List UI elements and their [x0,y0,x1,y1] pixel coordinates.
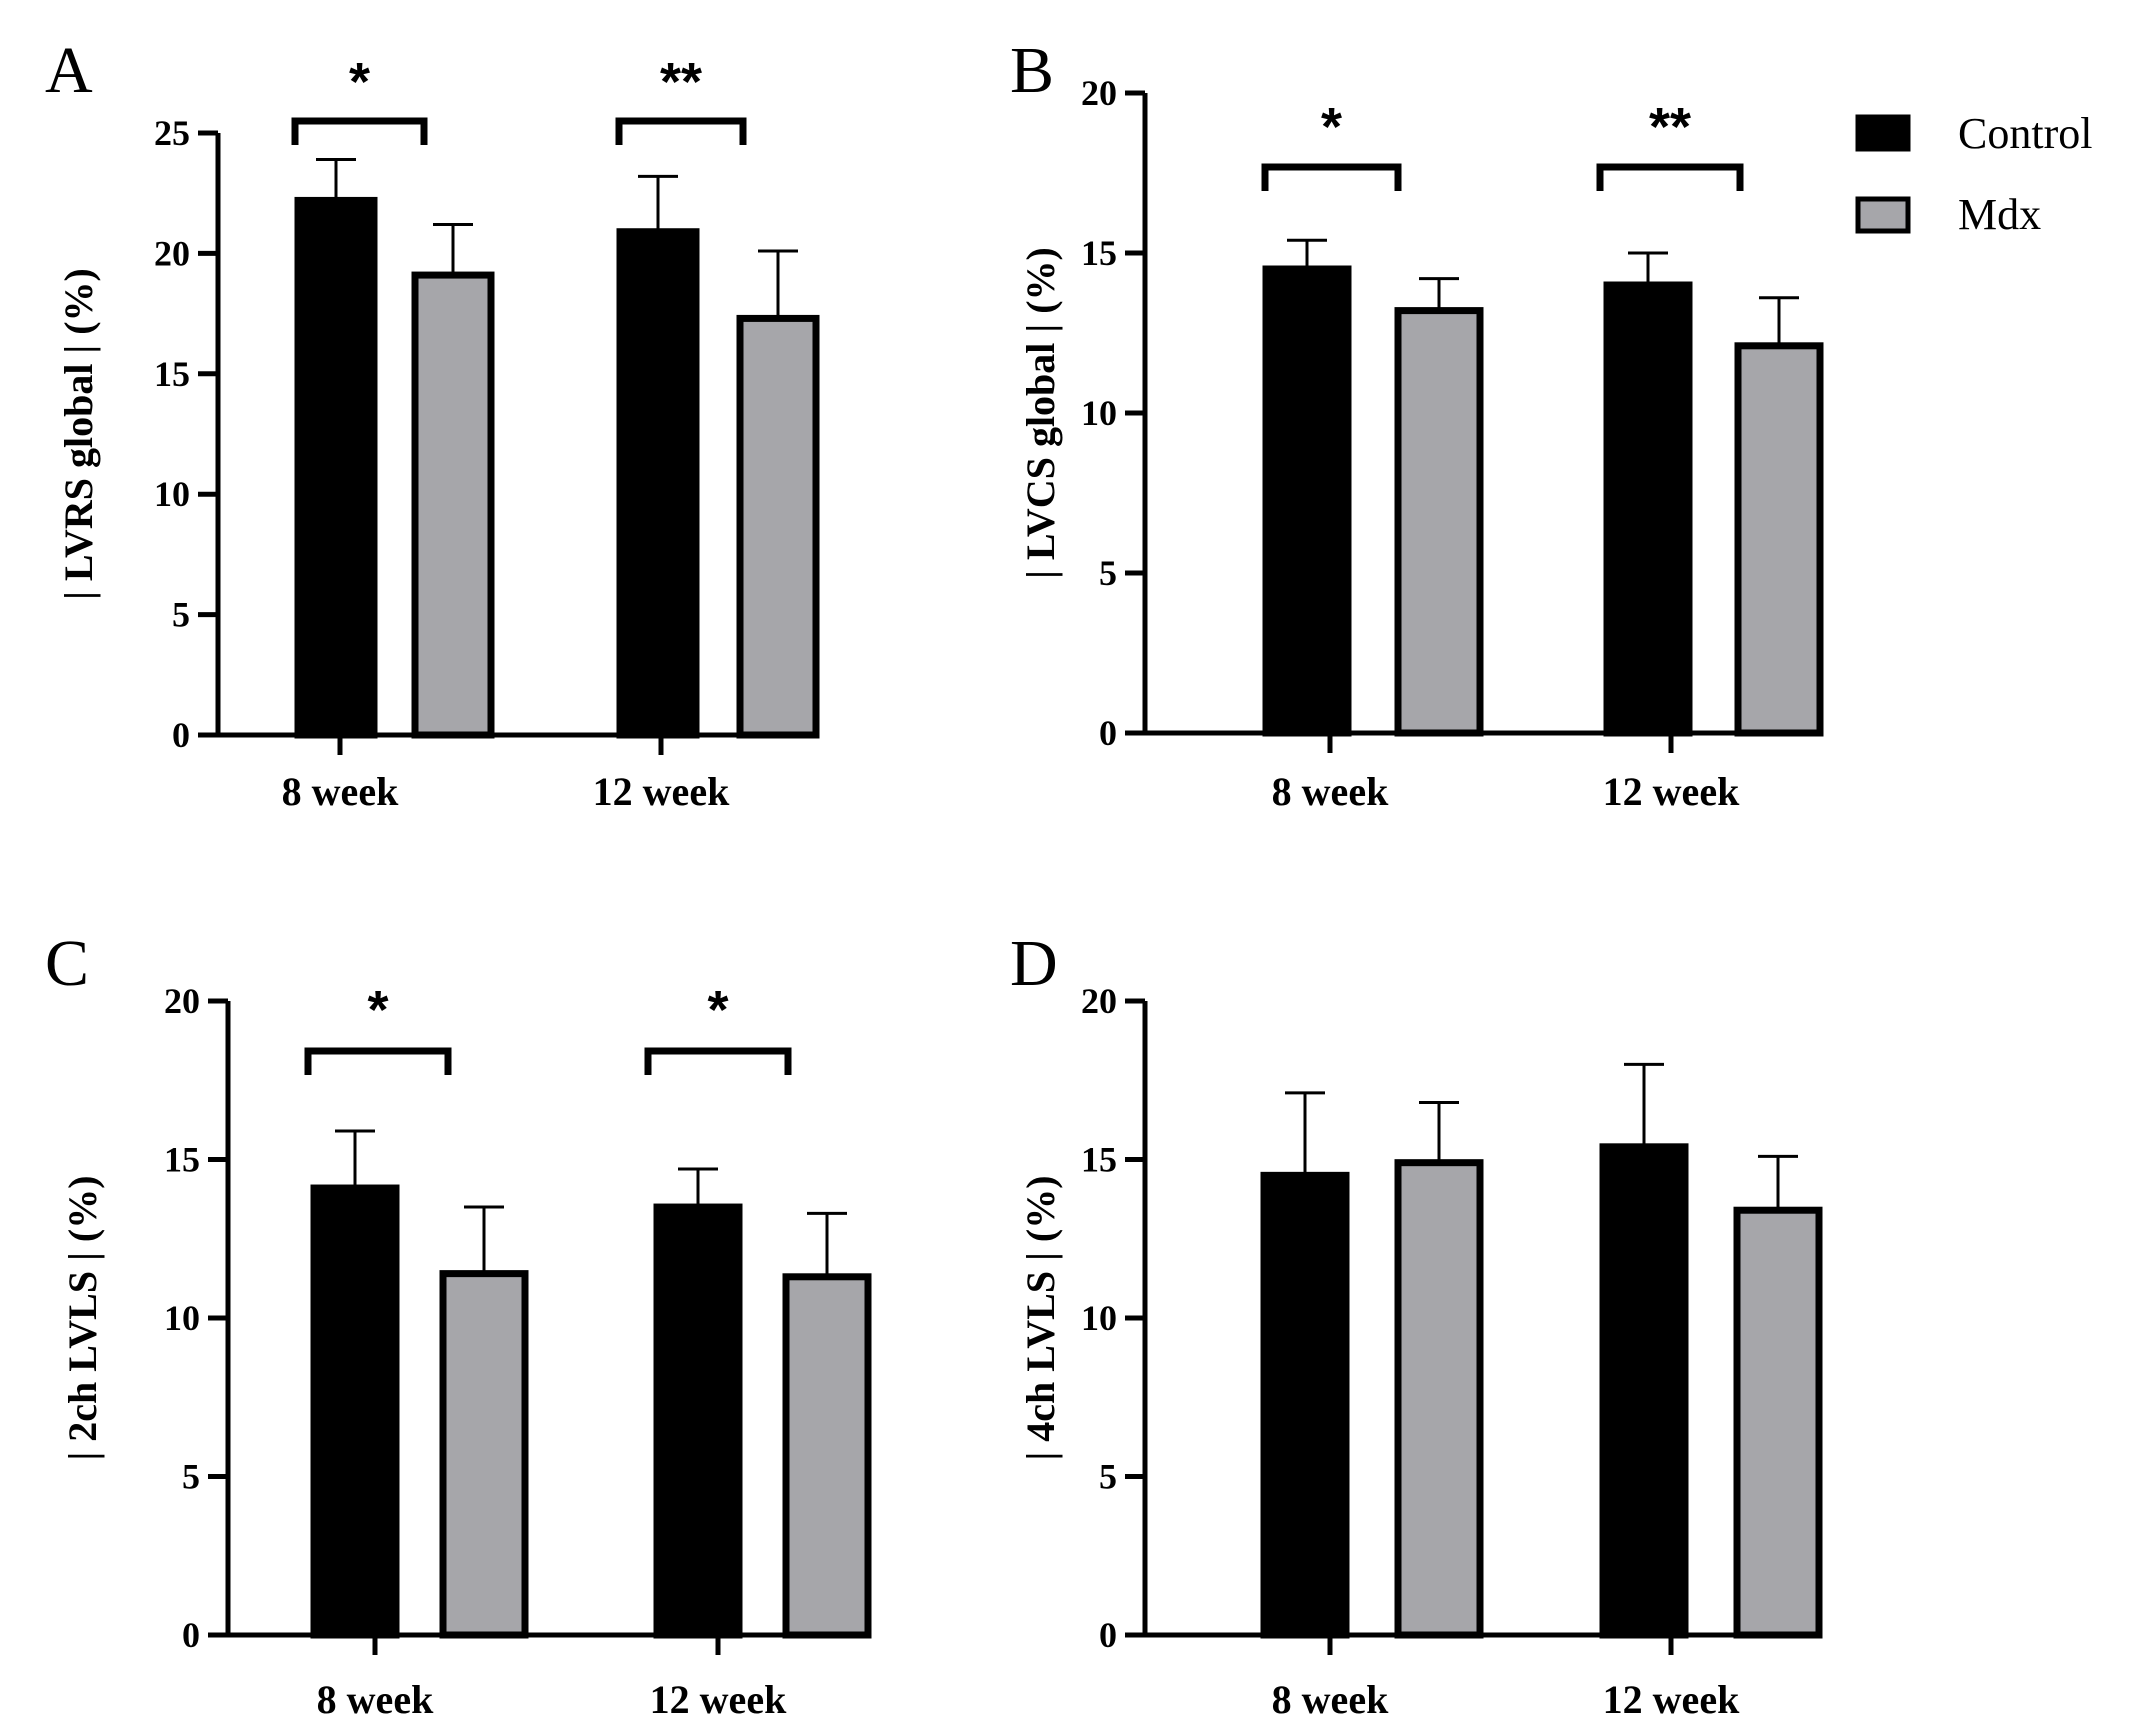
y-tick-label-b: 5 [1099,553,1117,593]
y-tick-label-d: 20 [1081,981,1117,1021]
bar-b-mdx [1734,342,1824,737]
y-tick-label-b: 15 [1081,233,1117,273]
y-tick-label-c: 20 [164,981,200,1021]
bar-a-control [294,196,378,739]
y-tick-label-a: 20 [154,233,190,273]
x-tick-label-a: 12 week [593,769,730,814]
bar-b-mdx [1394,307,1484,737]
x-tick-label-d: 8 week [1272,1677,1389,1722]
significance-label-b: * [1321,97,1342,157]
legend: Control Mdx [1855,109,2092,239]
chart-panel-c: C | 2ch LVLS | (%) 0 5 10 15 20 8 week 12 week * * [45,927,872,1722]
x-tick-label-b: 8 week [1272,769,1389,814]
chart-panel-b: B | LVCS global | (%) 0 5 10 15 20 8 week 12 wee… [1010,34,1824,814]
bar-b-control [1603,281,1693,737]
significance-bracket-b [1261,163,1402,191]
x-tick-label-b: 12 week [1603,769,1740,814]
y-axis-title-d: | 4ch LVLS | (%) [1018,1175,1063,1460]
y-tick-label-a: 25 [154,113,190,153]
panel-letter-b: B [1010,34,1054,107]
y-tick-label-a: 5 [172,595,190,635]
bar-d-control [1260,1171,1350,1639]
bar-c-mdx [439,1270,529,1639]
bar-c-control [653,1203,743,1639]
legend-swatch-mdx [1855,196,1911,234]
significance-label-c: * [367,980,388,1040]
y-axis-title-c: | 2ch LVLS | (%) [60,1175,105,1460]
bar-d-mdx [1733,1206,1823,1639]
significance-bracket-a [615,117,747,145]
significance-bracket-c [644,1047,792,1075]
y-tick-label-d: 0 [1099,1615,1117,1655]
y-axis-title-b: | LVCS global | (%) [1018,247,1063,579]
legend-label-mdx: Mdx [1958,190,2041,239]
y-tick-label-b: 10 [1081,393,1117,433]
significance-label-c: * [707,980,728,1040]
y-tick-label-a: 15 [154,354,190,394]
panel-letter-c: C [45,927,89,1000]
x-tick-label-d: 12 week [1603,1677,1740,1722]
bar-a-mdx [736,314,820,739]
significance-label-a: * [349,52,370,112]
y-tick-label-c: 5 [182,1457,200,1497]
y-tick-label-d: 15 [1081,1140,1117,1180]
bar-a-control [616,228,700,739]
legend-swatch-control [1855,114,1911,152]
y-axis-title-a: | LVRS global | (%) [56,268,101,600]
x-tick-label-c: 12 week [650,1677,787,1722]
y-tick-label-a: 10 [154,474,190,514]
chart-panel-d: D | 4ch LVLS | (%) 0 5 10 15 20 8 week 12 week [1010,927,1823,1722]
bar-d-mdx [1394,1159,1484,1639]
panel-letter-a: A [45,34,93,107]
significance-label-b: ** [1649,97,1691,157]
significance-bracket-c [304,1047,452,1075]
y-tick-label-c: 10 [164,1298,200,1338]
bar-d-control [1599,1143,1689,1639]
significance-bracket-a [291,117,428,145]
y-tick-label-d: 5 [1099,1457,1117,1497]
panel-letter-d: D [1010,927,1058,1000]
chart-panel-a: A | LVRS global | (%) 0 5 10 15 20 25 8 week 12 w… [45,34,820,814]
bar-c-control [310,1184,400,1639]
significance-bracket-b [1596,163,1744,191]
y-tick-label-d: 10 [1081,1298,1117,1338]
x-tick-label-a: 8 week [282,769,399,814]
bar-c-mdx [782,1273,872,1639]
y-tick-label-a: 0 [172,715,190,755]
y-tick-label-c: 0 [182,1615,200,1655]
legend-label-control: Control [1958,109,2092,158]
y-tick-label-b: 20 [1081,73,1117,113]
x-tick-label-c: 8 week [317,1677,434,1722]
bar-a-mdx [411,271,495,739]
significance-label-a: ** [660,52,702,112]
y-tick-label-c: 15 [164,1140,200,1180]
bar-b-control [1262,265,1352,737]
y-tick-label-b: 0 [1099,713,1117,753]
